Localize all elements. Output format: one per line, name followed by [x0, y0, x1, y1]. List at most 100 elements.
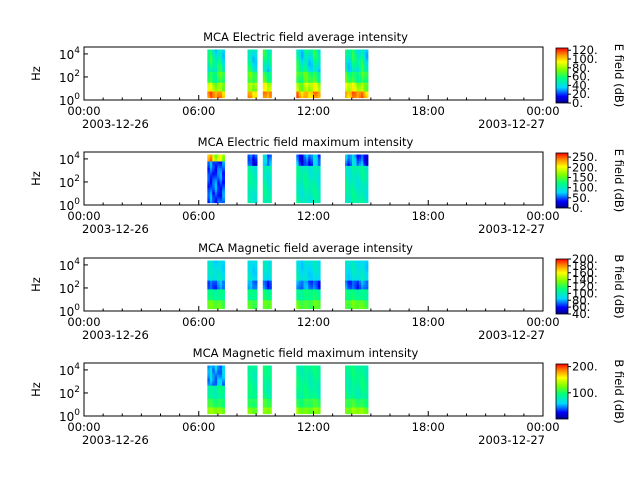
heatmap-cell [214, 172, 218, 175]
heatmap-cell [358, 387, 362, 391]
heatmap-cell [264, 304, 268, 307]
heatmap-cell [317, 367, 321, 371]
heatmap-cell [217, 198, 221, 201]
heatmap-cell [217, 387, 221, 391]
heatmap-cell [356, 180, 360, 184]
heatmap-cell [264, 182, 268, 186]
heatmap-cell [305, 62, 309, 66]
heatmap-cell [212, 182, 216, 186]
heatmap-cell [313, 67, 316, 70]
heatmap-cell [351, 174, 355, 177]
heatmap-cell [358, 73, 362, 77]
x-tick-label: 06:00 [182, 420, 215, 434]
heatmap-cell [349, 280, 353, 283]
heatmap-cell [254, 67, 258, 70]
heatmap-cell [358, 365, 362, 369]
heatmap-cell [349, 404, 353, 408]
heatmap-cell [345, 271, 348, 275]
heatmap-cell [252, 51, 256, 55]
heatmap-cell [347, 374, 351, 377]
heatmap-cell [252, 172, 256, 175]
heatmap-cell [207, 297, 211, 301]
heatmap-cell [305, 380, 309, 384]
heatmap-cell [308, 367, 312, 371]
heatmap-cell [298, 374, 302, 377]
heatmap-cell [347, 295, 351, 299]
heatmap-cell [303, 260, 307, 264]
heatmap-cell [310, 299, 314, 303]
heatmap-cell [222, 291, 225, 294]
heatmap-cell [363, 185, 367, 188]
heatmap-cell [222, 200, 225, 204]
heatmap-cell [264, 280, 268, 283]
heatmap-cell [356, 172, 360, 175]
heatmap-cell [252, 198, 256, 201]
heatmap-cell [308, 73, 312, 77]
heatmap-cell [310, 306, 314, 310]
heatmap-cell [358, 193, 362, 197]
heatmap-cell [315, 163, 319, 166]
heatmap-cell [361, 154, 364, 158]
heatmap-cell [301, 82, 304, 85]
heatmap-cell [361, 367, 364, 371]
heatmap-cell [345, 172, 348, 175]
heatmap-cell [212, 383, 216, 386]
heatmap-cell [249, 80, 253, 83]
heatmap-cell [254, 398, 258, 401]
heatmap-cell [212, 154, 216, 158]
heatmap-cell [310, 71, 314, 75]
heatmap-cell [365, 49, 369, 53]
heatmap-cell [313, 84, 316, 88]
heatmap-cell [254, 376, 258, 380]
heatmap-cell [356, 56, 360, 59]
heatmap-cell [269, 380, 272, 384]
heatmap-cell [219, 185, 223, 188]
heatmap-cell [267, 62, 270, 66]
heatmap-cell [349, 411, 353, 415]
heatmap-cell [247, 172, 251, 175]
heatmap-cell [349, 304, 353, 307]
heatmap-cell [361, 269, 364, 272]
heatmap-cell [247, 185, 251, 188]
heatmap-cell [222, 302, 225, 305]
heatmap-cell [219, 275, 223, 279]
heatmap-cell [247, 389, 251, 393]
heatmap-cell [354, 367, 357, 371]
heatmap-cell [212, 278, 216, 281]
heatmap-cell [247, 369, 251, 373]
heatmap-cell [296, 380, 300, 384]
heatmap-cell [222, 82, 225, 85]
heatmap-cell [315, 178, 319, 182]
heatmap-cell [254, 396, 258, 399]
heatmap-cell [217, 278, 221, 281]
heatmap-cell [363, 385, 367, 388]
heatmap-cell [310, 393, 314, 397]
heatmap-cell [365, 271, 369, 275]
heatmap-cell [207, 302, 211, 305]
heatmap-cell [345, 273, 348, 277]
heatmap-cell [351, 393, 355, 397]
heatmap-cell [262, 291, 266, 294]
heatmap-cell [296, 69, 300, 72]
heatmap-cell [345, 198, 348, 201]
heatmap-cell [217, 49, 221, 53]
heatmap-cell [296, 49, 300, 53]
heatmap-cell [305, 288, 309, 292]
heatmap-cell [351, 407, 355, 410]
heatmap-cell [358, 288, 362, 292]
heatmap-cell [305, 56, 309, 59]
heatmap-cell [301, 182, 304, 186]
heatmap-cell [219, 262, 223, 266]
heatmap-cell [207, 383, 211, 386]
heatmap-cell [305, 71, 309, 75]
heatmap-cell [301, 393, 304, 397]
heatmap-cell [361, 73, 364, 77]
heatmap-cell [222, 172, 225, 175]
heatmap-cell [361, 293, 364, 296]
heatmap-cell [310, 198, 314, 201]
heatmap-cell [308, 260, 312, 264]
heatmap-cell [356, 58, 360, 61]
heatmap-cell [247, 284, 251, 288]
heatmap-cell [212, 387, 216, 391]
heatmap-cell [310, 158, 314, 162]
